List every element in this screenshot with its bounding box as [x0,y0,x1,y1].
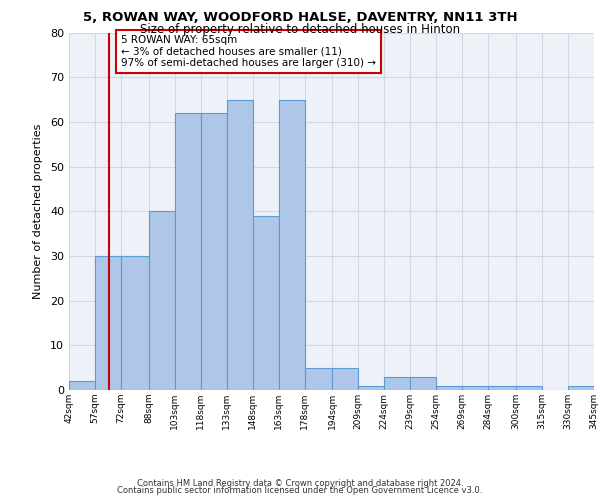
Bar [175,113,200,390]
Text: Size of property relative to detached houses in Hinton: Size of property relative to detached ho… [140,22,460,36]
Y-axis label: Number of detached properties: Number of detached properties [33,124,43,299]
Bar [332,368,358,390]
Bar [200,113,227,390]
Bar [149,211,175,390]
Bar [227,100,253,390]
Bar [410,376,436,390]
Text: Contains HM Land Registry data © Crown copyright and database right 2024.: Contains HM Land Registry data © Crown c… [137,478,463,488]
Bar [436,386,463,390]
Bar [69,381,95,390]
Text: 5, ROWAN WAY, WOODFORD HALSE, DAVENTRY, NN11 3TH: 5, ROWAN WAY, WOODFORD HALSE, DAVENTRY, … [83,11,517,24]
Bar [385,376,410,390]
Bar [568,386,594,390]
Text: 5 ROWAN WAY: 65sqm
← 3% of detached houses are smaller (11)
97% of semi-detached: 5 ROWAN WAY: 65sqm ← 3% of detached hous… [121,34,376,68]
Bar [278,100,305,390]
Bar [253,216,278,390]
Bar [463,386,488,390]
Bar [121,256,149,390]
Bar [516,386,542,390]
Bar [95,256,121,390]
Text: Contains public sector information licensed under the Open Government Licence v3: Contains public sector information licen… [118,486,482,495]
Bar [358,386,385,390]
Bar [305,368,332,390]
Bar [488,386,516,390]
